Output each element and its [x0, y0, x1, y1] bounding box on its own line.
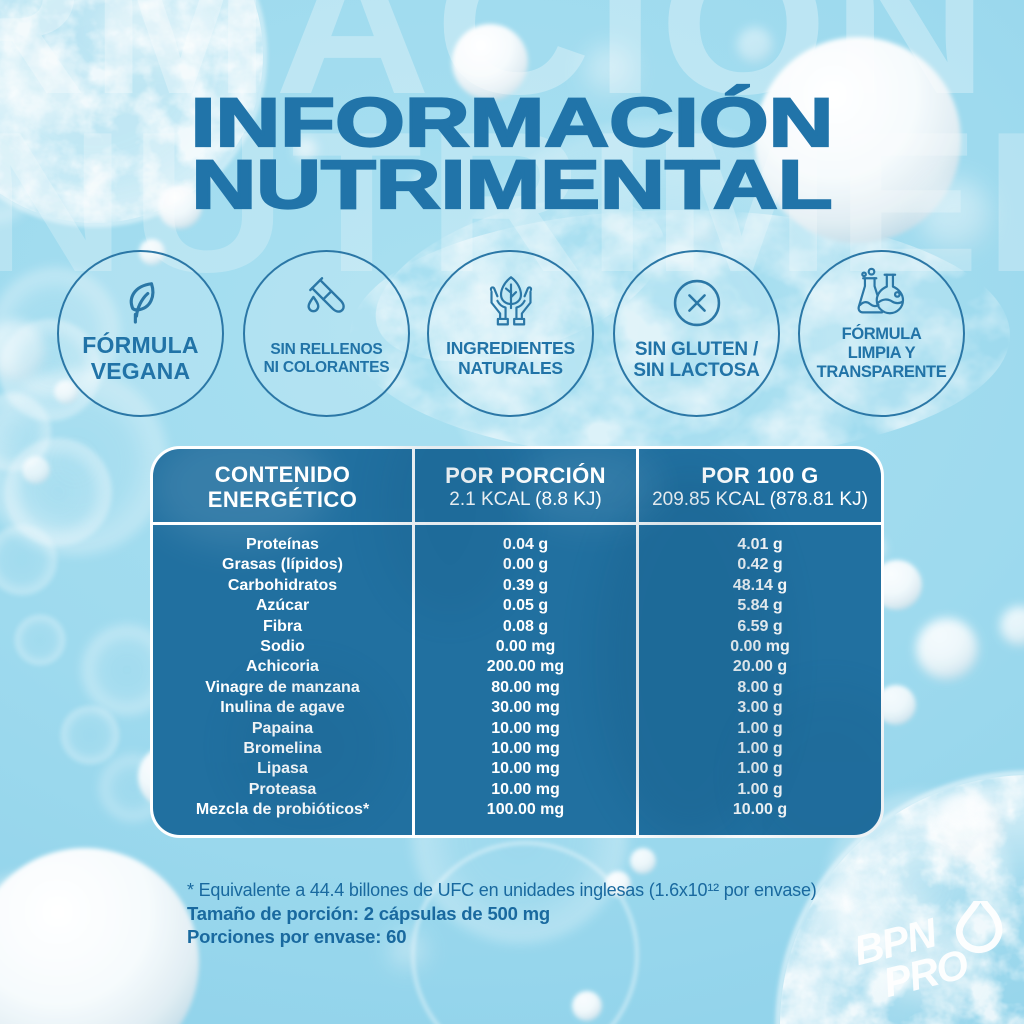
badge-label: SIN GLUTEN / SIN LACTOSA [633, 339, 760, 381]
hands-plant-icon [489, 276, 532, 326]
table-cell: 20.00 g [732, 658, 788, 676]
table-header-por-100g: POR 100 G 209.85 KCAL (878.81 KJ) [639, 449, 881, 522]
header-col2-sub: 2.1 KCAL (8.8 KJ) [449, 488, 602, 510]
table-cell: 1.00 g [737, 780, 783, 798]
table-cell: Grasas (lípidos) [222, 556, 343, 574]
table-cell: Achicoria [246, 658, 319, 676]
table-cell: 0.08 g [502, 617, 549, 635]
table-cell: Lipasa [257, 760, 308, 778]
test-tube-icon [306, 277, 345, 313]
table-cell: 0.00 g [502, 556, 549, 574]
table-cell: Carbohidratos [227, 576, 338, 594]
badge-formula-vegana: FÓRMULA VEGANA [57, 250, 224, 417]
table-cell: Sodio [260, 638, 305, 656]
table-cell: Bromelina [243, 740, 322, 758]
header-col1: CONTENIDO ENERGÉTICO [207, 461, 358, 512]
flasks-icon [857, 267, 904, 315]
table-cell: Fibra [262, 617, 303, 635]
badge-formula-limpia: FÓRMULA LIMPIA Y TRANSPARENTE [798, 250, 965, 417]
table-cell: 4.01 g [737, 536, 783, 553]
crossed-circle-icon [673, 279, 720, 327]
table-column-names: Proteínas Grasas (lípidos) Carbohidratos Az… [153, 522, 412, 835]
table-header-por-porcion: POR PORCIÓN 2.1 KCAL (8.8 KJ) [415, 449, 636, 522]
table-cell: 1.00 g [737, 719, 783, 737]
header-col3-sub: 209.85 KCAL (878.81 KJ) [652, 488, 868, 510]
table-cell: Vinagre de manzana [205, 678, 360, 696]
table-cell: 6.59 g [737, 617, 783, 635]
table-cell: 0.00 mg [730, 638, 790, 656]
leaf-icon [129, 282, 154, 324]
table-cell: 0.42 g [737, 556, 783, 574]
badge-sin-rellenos: SIN RELLENOS NI COLORANTES [243, 250, 410, 417]
bpn-pro-logo: BPN PRO [849, 882, 1003, 1006]
table-cell: 10.00 mg [491, 719, 560, 737]
table-cell: 5.84 g [737, 597, 783, 615]
table-cell: Proteasa [248, 780, 317, 798]
table-cell: Papaina [251, 719, 314, 737]
table-cell: 0.04 g [502, 536, 549, 553]
table-cell: Proteínas [246, 536, 319, 553]
badge-ingredientes-naturales: INGREDIENTES NATURALES [427, 250, 594, 417]
badge-label: INGREDIENTES NATURALES [446, 338, 575, 378]
watermark-line1: RMACIÓN [0, 0, 993, 136]
table-cell: 10.00 mg [491, 780, 560, 798]
table-cell: Azúcar [255, 597, 310, 615]
table-cell: 8.00 g [737, 678, 783, 696]
brand-logo: BPN PRO [849, 882, 1018, 1016]
footnotes: * Equivalente a 44.4 billones de UFC en … [187, 879, 817, 948]
table-column-per-100g: 4.01 g 0.42 g 48.14 g 5.84 g 6.59 g 0.00 mg 20… [639, 522, 881, 835]
table-cell: 30.00 mg [491, 699, 560, 717]
table-cell: 0.39 g [502, 576, 549, 594]
table-cell: 80.00 mg [491, 678, 560, 696]
table-cell: Mezcla de probióticos* [195, 801, 370, 819]
footnote-serving-size: Tamaño de porción: 2 cápsulas de 500 mg [187, 903, 550, 924]
table-cell: 48.14 g [732, 576, 788, 594]
table-cell: 1.00 g [737, 760, 783, 778]
table-cell: 200.00 mg [486, 658, 565, 676]
table-cell: 10.00 mg [491, 740, 560, 758]
page-title: INFORMACIÓN NUTRIMENTAL [0, 84, 1024, 223]
table-cell: 3.00 g [737, 699, 783, 717]
badge-label: FÓRMULA LIMPIA Y TRANSPARENTE [816, 325, 947, 381]
header-col3-title: POR 100 G [701, 462, 819, 488]
badge-sin-gluten-lactosa: SIN GLUTEN / SIN LACTOSA [613, 250, 780, 417]
footnote-equivalence: * Equivalente a 44.4 billones de UFC en … [187, 880, 817, 900]
badge-label: FÓRMULA VEGANA [82, 332, 199, 384]
table-cell: 1.00 g [737, 740, 783, 758]
table-cell: 100.00 mg [486, 801, 565, 819]
title-line1: INFORMACIÓN [189, 84, 835, 161]
table-cell: 0.00 mg [495, 638, 556, 656]
table-cell: 10.00 g [732, 801, 788, 819]
table-column-per-serving: 0.04 g 0.00 g 0.39 g 0.05 g 0.08 g 0.00 mg 200… [415, 522, 636, 835]
table-cell: Inulina de agave [220, 699, 345, 717]
table-cell: 10.00 mg [491, 760, 560, 778]
title-line2: NUTRIMENTAL [190, 146, 834, 223]
header-col2-title: POR PORCIÓN [445, 462, 606, 488]
table-header-contenido: CONTENIDO ENERGÉTICO [153, 449, 412, 522]
footnote-servings-per-container: Porciones por envase: 60 [187, 926, 407, 947]
table-cell: 0.05 g [502, 597, 549, 615]
nutrition-table: CONTENIDO ENERGÉTICO POR PORCIÓN 2.1 KCA… [150, 446, 884, 838]
badge-label: SIN RELLENOS NI COLORANTES [263, 341, 390, 376]
